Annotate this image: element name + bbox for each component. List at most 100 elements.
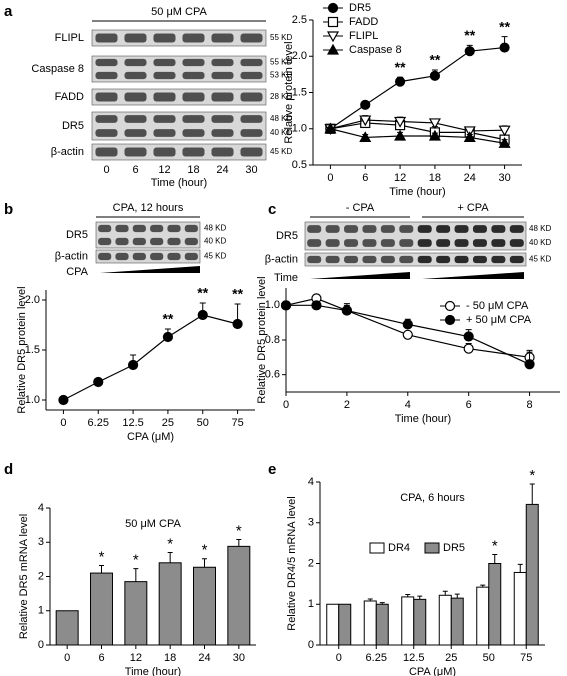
band xyxy=(132,237,146,246)
lane-label: 6 xyxy=(132,164,138,176)
marker xyxy=(444,300,456,312)
y-axis-label: Relative DR5 protein level xyxy=(16,286,28,413)
band xyxy=(436,255,451,264)
blot-row-label: DR5 xyxy=(62,120,84,132)
y-tick-label: 1.5 xyxy=(25,344,40,356)
band xyxy=(211,115,234,123)
band xyxy=(211,58,234,67)
marker xyxy=(360,99,371,110)
blot-row-label: β-actin xyxy=(51,146,84,158)
band xyxy=(153,71,176,80)
bar xyxy=(363,600,377,646)
marker xyxy=(326,31,340,43)
x-tick-label: 0 xyxy=(336,652,342,664)
marker xyxy=(464,46,475,57)
blot-strip xyxy=(95,221,201,249)
significance: ** xyxy=(197,285,208,301)
x-tick-label: 2 xyxy=(344,399,350,411)
y-tick-label: 4 xyxy=(38,502,44,514)
band xyxy=(153,33,176,43)
chart-title: 50 μM CPA xyxy=(125,518,181,530)
band xyxy=(240,129,263,137)
error-bar xyxy=(236,539,242,547)
band xyxy=(417,225,432,233)
band-size: 40 KD xyxy=(529,238,551,247)
marker xyxy=(429,70,441,81)
gradient-wedge xyxy=(310,272,410,279)
error-bar xyxy=(454,593,460,599)
x-tick-label: 12.5 xyxy=(403,652,424,664)
band xyxy=(124,129,147,137)
marker xyxy=(463,131,476,143)
x-tick-label: 50 xyxy=(197,417,209,429)
band-size: 28 KD xyxy=(270,92,292,101)
lane-label: 0 xyxy=(103,164,109,176)
band xyxy=(95,129,118,137)
band xyxy=(95,115,118,123)
bar xyxy=(401,596,415,646)
band xyxy=(132,224,146,233)
band xyxy=(132,252,146,261)
panel-letter: c xyxy=(268,201,276,218)
x-tick-label: 6.25 xyxy=(366,652,387,664)
band xyxy=(491,239,506,247)
x-tick-label: 6.25 xyxy=(88,417,109,429)
band xyxy=(211,129,234,137)
x-tick-label: 6 xyxy=(362,172,368,184)
panel-letter: d xyxy=(4,461,13,478)
band xyxy=(184,224,198,233)
band xyxy=(153,147,176,157)
band xyxy=(182,147,205,157)
band xyxy=(182,33,205,43)
x-tick-label: 12.5 xyxy=(122,417,143,429)
band xyxy=(240,92,263,102)
blot-row-label: β-actin xyxy=(55,250,88,262)
blot-strip xyxy=(91,55,267,83)
band xyxy=(325,255,340,264)
significance: * xyxy=(236,522,242,539)
band xyxy=(124,147,147,157)
marker xyxy=(394,129,407,141)
y-axis-label: Relative DR5 mRNA level xyxy=(18,514,30,639)
marker xyxy=(162,331,174,343)
band xyxy=(380,225,395,233)
y-tick-label: 1 xyxy=(308,598,314,610)
band xyxy=(472,225,487,233)
blot-header: 50 μM CPA xyxy=(151,6,207,18)
blot-strip xyxy=(91,143,267,161)
band xyxy=(182,92,205,102)
bar xyxy=(413,598,427,646)
band xyxy=(182,58,205,67)
bar xyxy=(193,566,216,646)
band xyxy=(98,252,112,261)
band xyxy=(182,115,205,123)
legend-label: DR5 xyxy=(349,2,371,14)
x-axis-label: Time (hour) xyxy=(389,186,445,198)
x-tick-label: 6 xyxy=(98,652,104,664)
bar xyxy=(476,586,490,646)
error-bar xyxy=(529,483,535,505)
x-tick-label: 6 xyxy=(466,399,472,411)
y-axis-label: Relative DR4/5 mRNA level xyxy=(286,496,298,631)
legend-label: DR4 xyxy=(388,542,410,554)
band xyxy=(362,225,377,233)
band xyxy=(240,71,263,80)
band xyxy=(454,225,469,233)
band-size: 55 KD xyxy=(270,33,292,42)
band xyxy=(95,147,118,157)
blot-xlabel: Time (hour) xyxy=(151,177,207,189)
band xyxy=(509,225,524,233)
blot-header: + CPA xyxy=(457,202,489,214)
x-tick-label: 18 xyxy=(429,172,441,184)
band xyxy=(454,255,469,264)
y-tick-label: 3 xyxy=(308,517,314,529)
band xyxy=(98,237,112,246)
significance: ** xyxy=(162,311,173,327)
blot-strip xyxy=(91,29,267,47)
significance: * xyxy=(492,538,498,555)
blot-strip xyxy=(304,221,527,251)
band xyxy=(491,225,506,233)
band xyxy=(380,239,395,247)
band xyxy=(240,33,263,43)
band xyxy=(344,255,359,264)
